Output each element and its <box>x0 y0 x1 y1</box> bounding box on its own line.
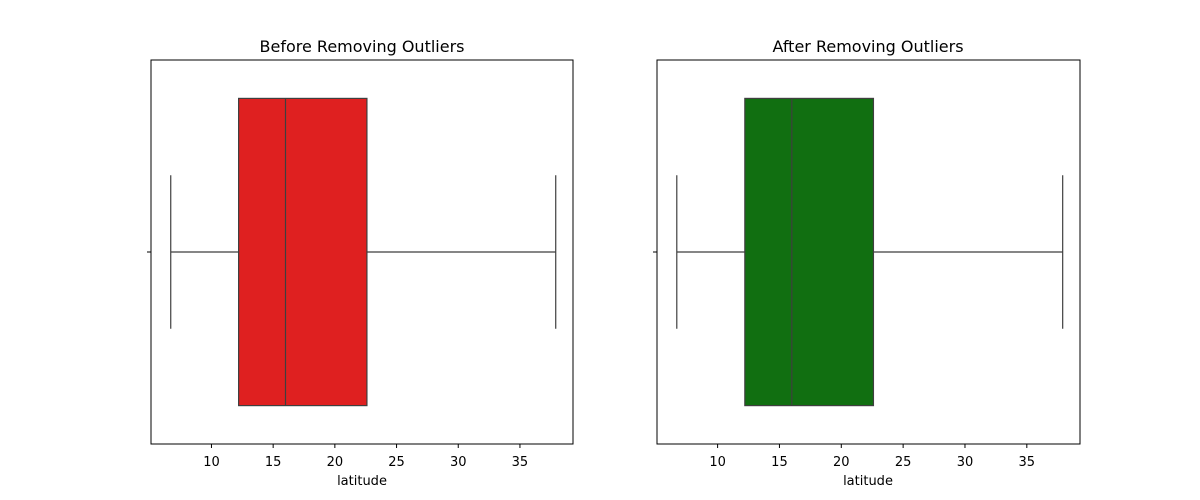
iqr-box-after <box>744 97 875 407</box>
x-tick-label-after: 15 <box>771 455 788 470</box>
chart-panel-after: After Removing Outliers latitude 10 15 20 2… <box>653 37 1081 489</box>
iqr-box-before <box>238 97 368 407</box>
chart-title-before: Before Removing Outliers <box>260 37 465 56</box>
x-axis-label-before: latitude <box>337 474 387 489</box>
x-axis-label-after: latitude <box>843 474 893 489</box>
x-tick-label-before: 15 <box>265 455 282 470</box>
x-tick-label-after: 35 <box>1019 455 1036 470</box>
x-tick-label-before: 30 <box>450 455 467 470</box>
x-tick-label-after: 20 <box>833 455 850 470</box>
x-tick-label-before: 10 <box>203 455 220 470</box>
chart-title-after: After Removing Outliers <box>772 37 963 56</box>
chart-panel-before: Before Removing Outliers latitude 10 15 20… <box>147 37 574 489</box>
x-tick-label-after: 25 <box>895 455 912 470</box>
x-tick-label-before: 35 <box>512 455 529 470</box>
x-tick-label-after: 10 <box>709 455 726 470</box>
x-tick-label-before: 25 <box>388 455 405 470</box>
x-tick-label-before: 20 <box>327 455 344 470</box>
x-tick-label-after: 30 <box>957 455 974 470</box>
